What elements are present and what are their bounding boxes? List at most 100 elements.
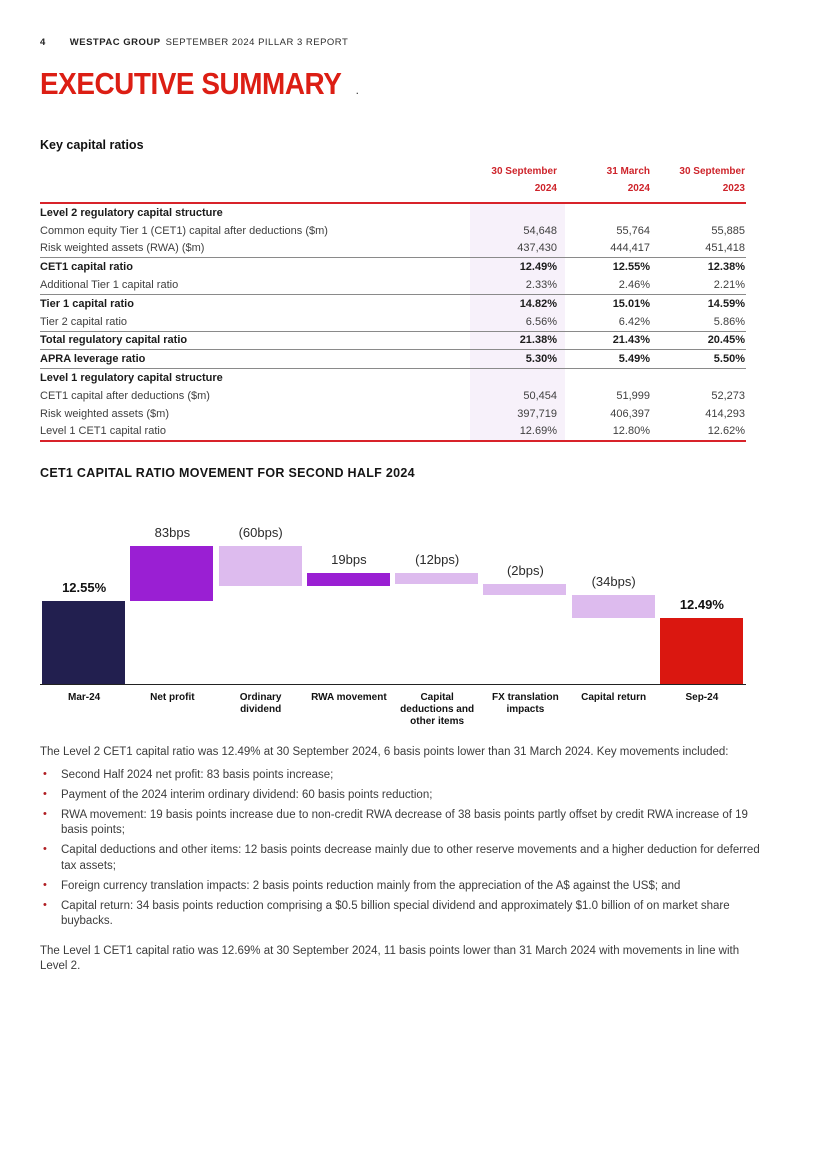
column-header-line: 2024 xyxy=(534,183,557,194)
bullet-icon: • xyxy=(43,898,47,911)
row-label: Common equity Tier 1 (CET1) capital afte… xyxy=(40,224,328,237)
bullet-text: RWA movement: 19 basis points increase d… xyxy=(61,808,748,837)
table-row: Additional Tier 1 capital ratio 2.33% 2.46… xyxy=(40,276,746,294)
bar-value-label: (12bps) xyxy=(415,552,460,568)
waterfall-bar-sep-24 xyxy=(659,617,743,685)
commentary: The Level 2 CET1 capital ratio was 12.49… xyxy=(40,745,786,975)
x-axis-label: FX translation impacts xyxy=(492,692,559,716)
column-header-line: 2024 xyxy=(627,183,650,194)
paragraph-level2: The Level 2 CET1 capital ratio was 12.49… xyxy=(40,746,729,759)
row-value: 14.59% xyxy=(707,297,745,310)
table-row: Level 1 regulatory capital structure xyxy=(40,368,746,387)
table-row: Level 1 CET1 capital ratio 12.69% 12.80% 12… xyxy=(40,422,746,441)
row-value: 51,999 xyxy=(616,389,650,402)
row-value: 55,885 xyxy=(711,224,745,237)
row-label: CET1 capital after deductions ($m) xyxy=(40,389,210,402)
row-value: 5.49% xyxy=(618,353,650,366)
row-value: 6.42% xyxy=(618,315,650,328)
row-label: Risk weighted assets ($m) xyxy=(40,407,169,420)
column-header-line: 30 September xyxy=(679,166,745,177)
column-header-line: 2023 xyxy=(722,183,745,194)
table-row: Risk weighted assets (RWA) ($m) 437,430 44… xyxy=(40,239,746,258)
bullet-text: Second Half 2024 net profit: 83 basis po… xyxy=(61,768,334,781)
row-value: 15.01% xyxy=(612,297,650,310)
waterfall-bar-mar-24 xyxy=(42,601,125,685)
section-title: EXECUTIVE SUMMARY. xyxy=(40,66,711,105)
x-axis-label: RWA movement xyxy=(311,692,387,704)
row-value: 20.45% xyxy=(707,334,745,347)
x-axis-label: Mar-24 xyxy=(68,692,101,704)
row-value: 6.56% xyxy=(470,312,565,331)
row-label: Risk weighted assets (RWA) ($m) xyxy=(40,242,205,255)
row-value: 12.49% xyxy=(470,258,565,277)
table-body: Level 2 regulatory capital structure Comm… xyxy=(40,204,746,443)
row-value: 444,417 xyxy=(610,242,650,255)
row-label: Tier 2 capital ratio xyxy=(40,315,128,328)
page-number: 4 xyxy=(40,37,46,48)
row-value: 12.69% xyxy=(470,422,565,441)
column-header-31-mar-2024: 31 March 2024 xyxy=(565,163,650,197)
table-row: Total regulatory capital ratio 21.38% 21.4… xyxy=(40,330,746,350)
x-axis-label: Net profit xyxy=(150,692,195,704)
row-value: 2.46% xyxy=(618,279,650,292)
page-header: 4 WESTPAC GROUP SEPTEMBER 2024 PILLAR 3 RE… xyxy=(40,37,786,48)
bar-value-label: 12.49% xyxy=(679,596,724,612)
row-value: 5.50% xyxy=(713,353,745,366)
waterfall-bar-capital-return xyxy=(571,595,655,618)
waterfall-bar-fx-translation-impacts xyxy=(483,584,567,596)
bullet-item: • Foreign currency translation impacts: 2… xyxy=(40,879,764,895)
paragraph-level1: The Level 1 CET1 capital ratio was 12.69… xyxy=(40,944,740,973)
row-value: 5.86% xyxy=(713,315,745,328)
table-row: Common equity Tier 1 (CET1) capital afte… xyxy=(40,221,746,240)
bar-value-label: 83bps xyxy=(154,525,191,541)
row-label: Tier 1 capital ratio xyxy=(40,297,134,310)
bullet-item: • RWA movement: 19 basis points increase … xyxy=(40,808,764,839)
row-label: CET1 capital ratio xyxy=(40,261,133,274)
waterfall-bar-ordinary-dividend xyxy=(218,546,302,586)
bullet-item: • Capital return: 34 basis points reducti… xyxy=(40,899,764,930)
row-value: 52,273 xyxy=(711,389,745,402)
table-row: Tier 2 capital ratio 6.56% 6.42% 5.86% xyxy=(40,312,746,331)
bullet-icon: • xyxy=(43,807,47,820)
table-row: Level 2 regulatory capital structure xyxy=(40,204,746,222)
table-row: CET1 capital ratio 12.49% 12.55% 12.38% xyxy=(40,257,746,277)
waterfall-bar-net-profit xyxy=(130,546,214,602)
row-value: 14.82% xyxy=(470,294,565,313)
bar-value-label: (2bps) xyxy=(506,563,544,579)
x-axis-label: Capital return xyxy=(581,692,647,704)
waterfall-chart: 12.55% 83bps (60bps) 19bps (12bps) (2bps) (34b… xyxy=(40,513,786,728)
bar-value-label: (34bps) xyxy=(591,574,636,590)
row-value: 5.30% xyxy=(470,350,565,369)
row-label: Additional Tier 1 capital ratio xyxy=(40,279,179,292)
bullet-text: Payment of the 2024 interim ordinary div… xyxy=(61,788,433,801)
row-label: Level 2 regulatory capital structure xyxy=(40,206,223,219)
bullet-item: • Second Half 2024 net profit: 83 basis p… xyxy=(40,768,764,784)
capital-ratios-table: 30 September 2024 31 March 2024 30 Septe… xyxy=(40,163,746,443)
chart-plot: 12.55% 83bps (60bps) 19bps (12bps) (2bps) (34b… xyxy=(40,513,746,686)
row-label: Level 1 regulatory capital structure xyxy=(40,372,223,385)
column-header-30-sep-2024: 30 September 2024 xyxy=(470,163,565,197)
bullet-list: • Second Half 2024 net profit: 83 basis p… xyxy=(40,768,786,930)
row-value xyxy=(470,204,565,222)
bullet-text: Foreign currency translation impacts: 2 … xyxy=(61,879,681,892)
column-header-30-sep-2023: 30 September 2023 xyxy=(650,163,746,197)
x-axis-label: Ordinary dividend xyxy=(239,692,282,716)
table-row: CET1 capital after deductions ($m) 50,454… xyxy=(40,386,746,405)
row-value: 2.21% xyxy=(713,279,745,292)
row-value: 397,719 xyxy=(470,404,565,423)
bullet-icon: • xyxy=(43,843,47,856)
row-value: 21.38% xyxy=(470,331,565,350)
table-row: APRA leverage ratio 5.30% 5.49% 5.50% xyxy=(40,349,746,369)
row-value: 50,454 xyxy=(470,386,565,405)
table-title: Key capital ratios xyxy=(40,138,144,152)
brand-name: WESTPAC GROUP xyxy=(69,37,161,48)
bullet-item: • Capital deductions and other items: 12 … xyxy=(40,843,764,874)
row-label: Level 1 CET1 capital ratio xyxy=(40,425,166,438)
row-value: 451,418 xyxy=(705,242,745,255)
bullet-icon: • xyxy=(43,767,47,780)
bullet-text: Capital return: 34 basis points reductio… xyxy=(61,899,730,928)
section-title-text: EXECUTIVE SUMMARY xyxy=(40,66,342,101)
waterfall-bar-capital-deductions-and-other-items xyxy=(395,573,478,585)
row-value: 54,648 xyxy=(470,221,565,240)
